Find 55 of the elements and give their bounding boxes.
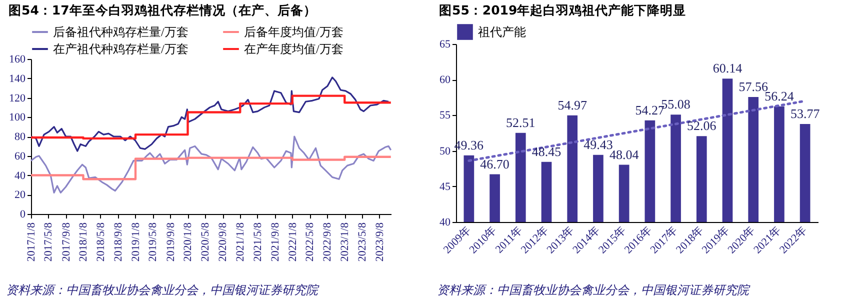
x-tick-label: 2019/5/8 xyxy=(147,222,160,262)
y-tick-label: 20 xyxy=(14,189,26,202)
x-tick-label: 2021/1/8 xyxy=(234,222,247,262)
x-tick-label: 2017/9/8 xyxy=(60,222,72,262)
x-tick-label: 2018/5/8 xyxy=(94,222,107,262)
line-series xyxy=(30,136,392,194)
y-tick-label: 0 xyxy=(20,208,26,220)
text: 资料来源：中国畜牧业协会禽业分会，中国银河证券研究院 xyxy=(6,282,318,299)
chart-title: 图54：17年至今白羽鸡祖代存栏情况（在产、后备） xyxy=(8,2,316,18)
legend-label: 后备祖代种鸡存栏量/万套 xyxy=(53,25,188,39)
y-tick-label: 65 xyxy=(440,38,451,50)
x-tick-label: 2022/9/8 xyxy=(322,222,334,262)
data-label: 53.77 xyxy=(790,106,820,121)
x-tick-label: 2020/9/8 xyxy=(217,222,230,262)
x-tick-label: 2023/1/8 xyxy=(339,222,352,262)
y-tick-label: 55 xyxy=(440,110,451,122)
legend-label: 在产年度均值/万套 xyxy=(244,42,344,56)
y-tick-label: 140 xyxy=(9,72,26,85)
y-tick-label: 45 xyxy=(440,180,451,193)
y-tick-label: 60 xyxy=(14,150,26,162)
text: 资料来源：中国畜牧业协会禽业分会，中国银河证券研究院 xyxy=(437,282,749,299)
x-tick-label: 2017/5/8 xyxy=(42,222,55,262)
data-label: 60.14 xyxy=(712,60,743,76)
y-tick-label: 160 xyxy=(9,54,26,66)
x-tick-label: 2023/9/8 xyxy=(374,222,386,262)
data-label: 52.51 xyxy=(506,114,536,130)
chart-title: 图55：2019年起白羽鸡祖代产能下降明显 xyxy=(439,2,686,18)
data-label: 49.43 xyxy=(584,136,613,152)
x-tick-label: 2019/1/8 xyxy=(130,222,142,262)
legend-label: 在产祖代种鸡存栏量/万套 xyxy=(53,42,188,56)
data-label: 52.06 xyxy=(687,118,717,134)
data-label: 48.45 xyxy=(532,144,562,159)
line-series xyxy=(30,76,390,152)
y-tick-label: 50 xyxy=(440,145,451,158)
legend-label: 后备年度均值/万套 xyxy=(244,25,344,39)
x-tick-label: 2020/1/8 xyxy=(182,222,194,262)
x-tick-label: 2022/5/8 xyxy=(304,222,316,262)
x-tick-label: 2019/9/8 xyxy=(164,222,177,262)
x-tick-label: 2022/1/8 xyxy=(286,222,299,262)
data-label: 46.70 xyxy=(480,156,510,172)
y-tick-label: 40 xyxy=(440,216,451,228)
legend-label: 祖代产能 xyxy=(478,25,526,39)
x-tick-label: 2021/9/8 xyxy=(269,222,282,262)
x-tick-label: 2020/5/8 xyxy=(200,222,212,262)
data-label: 54.97 xyxy=(558,97,588,112)
y-tick-label: 100 xyxy=(9,112,26,124)
x-tick-label: 2018/1/8 xyxy=(78,222,90,262)
y-tick-label: 60 xyxy=(440,74,451,86)
x-tick-label: 2023/5/8 xyxy=(356,222,368,262)
y-tick-label: 120 xyxy=(9,92,26,104)
x-tick-label: 2021/5/8 xyxy=(252,222,264,262)
x-tick-label: 2017/1/8 xyxy=(26,222,38,262)
y-tick-label: 40 xyxy=(14,170,26,182)
y-tick-label: 80 xyxy=(14,131,26,143)
x-tick-label: 2018/9/8 xyxy=(112,222,125,262)
